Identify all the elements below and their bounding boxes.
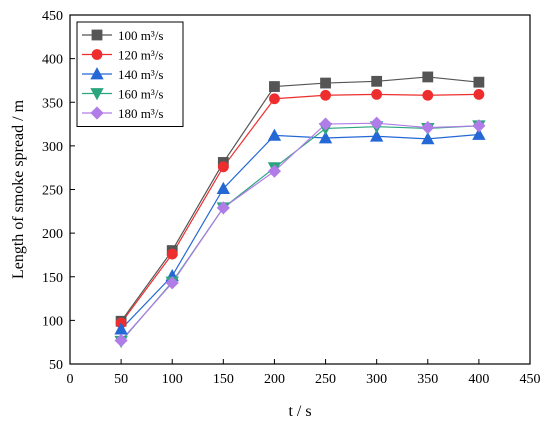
- data-point: [422, 89, 434, 101]
- legend: 100 m³/s 120 m³/s 140 m³/s 160 m³/s 180 m³/s: [76, 21, 184, 127]
- x-axis-title: t / s: [288, 403, 311, 420]
- data-point: [371, 88, 383, 100]
- data-point: [166, 248, 178, 260]
- data-point: [217, 161, 229, 173]
- legend-marker: [90, 67, 104, 80]
- y-tick-label: 300: [42, 140, 63, 155]
- data-point: [269, 81, 280, 92]
- x-tick-label: 0: [67, 372, 74, 387]
- data-point: [369, 129, 384, 142]
- data-point: [320, 89, 331, 101]
- y-tick-label: 350: [42, 96, 63, 111]
- data-point: [472, 119, 486, 133]
- data-point: [473, 76, 485, 88]
- series-line: [120, 93, 479, 324]
- x-tick-label: 400: [468, 372, 489, 387]
- legend-label: 180 m³/s: [118, 106, 163, 121]
- x-tick-label: 350: [417, 372, 438, 387]
- legend-label: 160 m³/s: [118, 87, 163, 102]
- x-tick-label: 200: [264, 372, 285, 387]
- legend-label: 100 m³/s: [118, 28, 163, 43]
- data-point: [371, 75, 383, 87]
- x-tick-label: 150: [213, 372, 234, 387]
- data-point: [267, 128, 282, 141]
- y-axis-ticks: 50 100 150 200 250 300 350 400 450: [42, 9, 75, 373]
- data-point: [269, 93, 280, 105]
- series-line: [120, 122, 479, 341]
- x-tick-label: 250: [315, 372, 336, 387]
- data-point: [216, 201, 230, 215]
- data-point: [370, 116, 384, 130]
- series-line: [120, 133, 479, 330]
- legend-label: 140 m³/s: [118, 67, 163, 82]
- data-point: [320, 77, 331, 89]
- data-point: [114, 333, 128, 348]
- legend-marker: [91, 29, 103, 41]
- y-tick-label: 400: [42, 53, 63, 68]
- series-lines: [120, 76, 479, 342]
- series-markers: [114, 71, 486, 349]
- legend-marker: [90, 106, 104, 120]
- data-point: [165, 276, 179, 290]
- data-point: [421, 120, 435, 135]
- x-tick-label: 450: [520, 372, 541, 387]
- data-point: [472, 127, 486, 140]
- data-point: [421, 132, 435, 145]
- y-axis-title: Length of smoke spread / m: [10, 99, 27, 279]
- y-tick-label: 100: [42, 314, 63, 329]
- y-tick-label: 150: [42, 271, 63, 286]
- x-axis-ticks: 0 50 100 150 200 250 300 350 400 450: [67, 359, 541, 387]
- data-point: [267, 164, 282, 178]
- y-tick-label: 250: [42, 184, 63, 199]
- data-point: [318, 131, 333, 144]
- data-point: [216, 181, 231, 195]
- x-tick-label: 300: [366, 372, 387, 387]
- x-tick-label: 50: [114, 372, 128, 387]
- data-point: [318, 117, 333, 131]
- series-line: [120, 76, 479, 322]
- series-line: [120, 125, 479, 342]
- x-tick-label: 100: [162, 372, 183, 387]
- y-tick-label: 200: [42, 227, 63, 242]
- legend-marker: [91, 49, 103, 60]
- y-tick-label: 450: [42, 9, 63, 24]
- y-tick-label: 50: [49, 358, 63, 373]
- data-point: [473, 88, 485, 100]
- legend-marker: [90, 88, 104, 101]
- legend-label: 120 m³/s: [118, 48, 163, 63]
- data-point: [422, 71, 434, 83]
